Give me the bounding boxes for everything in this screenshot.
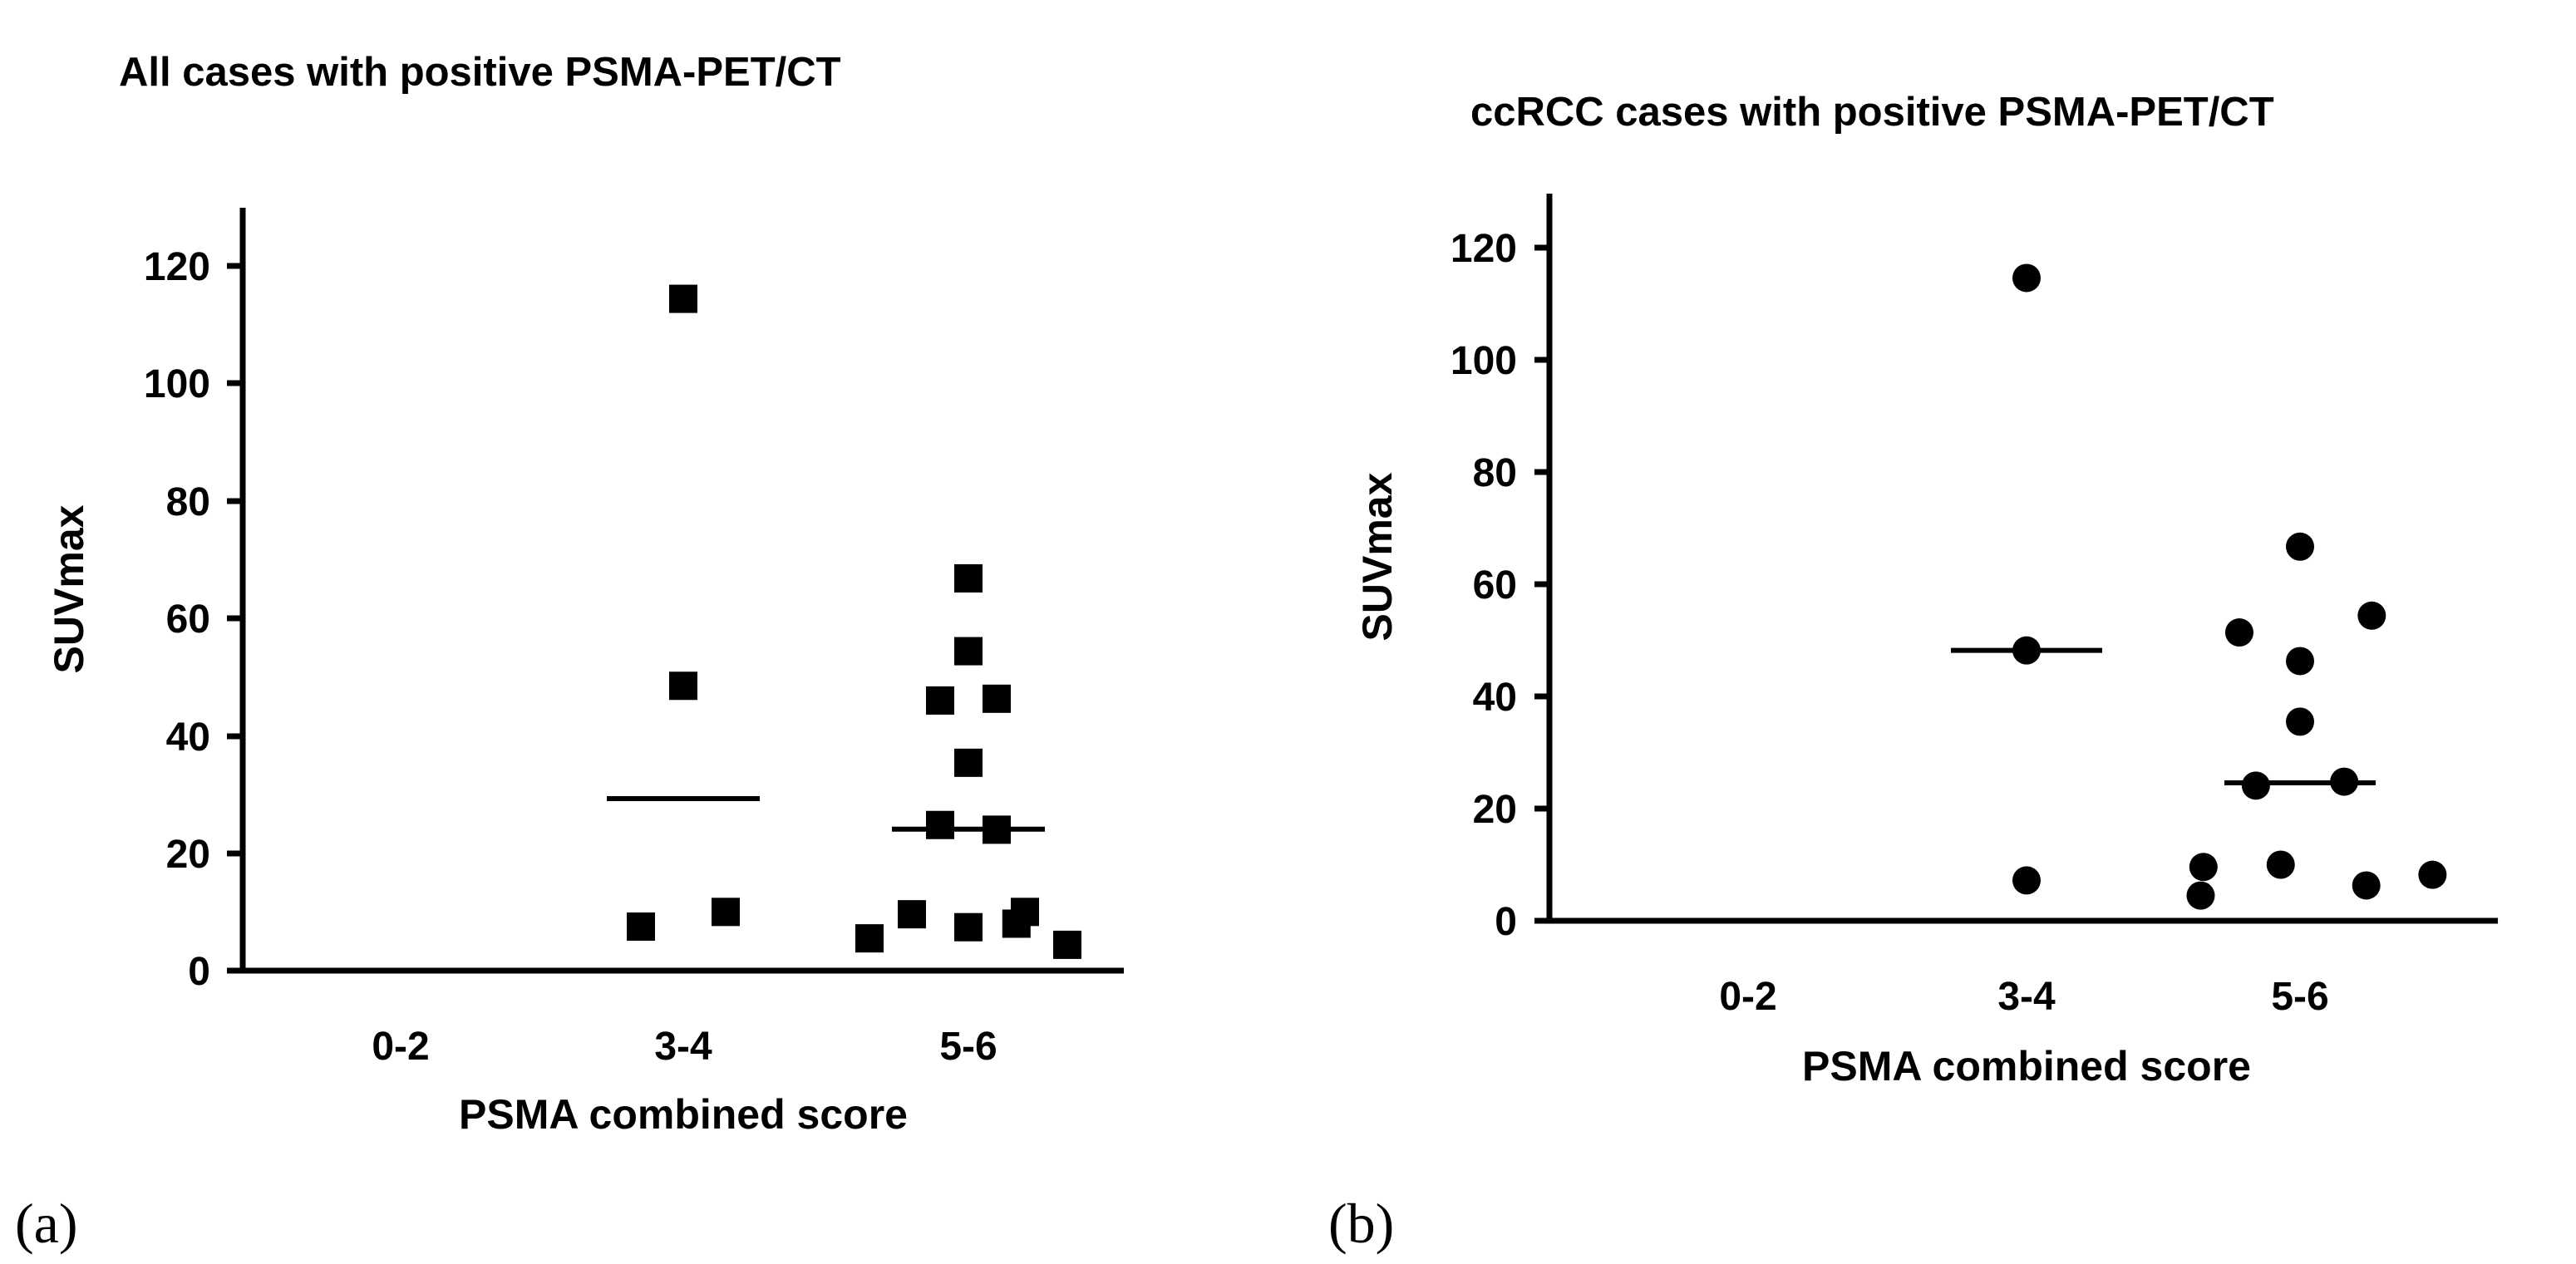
panel-b: ccRCC cases with positive PSMA-PET/CT 0 …	[1328, 90, 2498, 1255]
chart-a-data-point	[669, 284, 697, 313]
chart-a-ytick-label: 120	[144, 245, 210, 289]
chart-b-data-point	[2286, 647, 2314, 676]
chart-a-data-point	[983, 684, 1011, 713]
chart-a-data-point	[855, 924, 884, 953]
chart-a-data-point	[712, 898, 740, 927]
chart-a-marks	[607, 284, 1081, 959]
chart-b-ytick-label: 60	[1473, 563, 1517, 607]
chart-b-data-point	[2224, 618, 2253, 647]
panel-b-label: (b)	[1328, 1192, 1394, 1255]
chart-b-ytick-label: 80	[1473, 451, 1517, 495]
chart-a-data-point	[627, 912, 655, 941]
chart-b-data-point	[2012, 866, 2041, 895]
chart-a-y-ticks: 0 20 40 60 80 100 120	[144, 245, 243, 994]
chart-a-xtick-label: 3-4	[654, 1025, 712, 1069]
chart-b-xtick-label: 0-2	[1719, 975, 1776, 1019]
chart-b-xtick-label: 5-6	[2271, 975, 2328, 1019]
chart-a-ytick-label: 100	[144, 362, 210, 406]
chart-a-ytick-label: 60	[166, 598, 210, 642]
chart-a-data-point	[1002, 909, 1031, 938]
chart-b-title: ccRCC cases with positive PSMA-PET/CT	[1470, 90, 2274, 135]
chart-a-ytick-label: 20	[166, 833, 210, 877]
chart-a-data-point	[954, 748, 983, 777]
chart-a-ytick-label: 80	[166, 480, 210, 524]
chart-b-ytick-label: 100	[1451, 339, 1517, 383]
panel-a-label: (a)	[15, 1192, 77, 1255]
chart-a-data-point	[954, 912, 983, 942]
chart-a-y-axis-label: SUVmax	[46, 504, 92, 673]
chart-b-marks	[1951, 263, 2447, 910]
chart-b-data-point	[2012, 636, 2041, 665]
chart-b-x-ticks: 0-2 3-4 5-6	[1719, 975, 2328, 1019]
chart-b-ytick-label: 0	[1495, 900, 1517, 944]
chart-b-ytick-label: 40	[1473, 676, 1517, 720]
panel-a: All cases with positive PSMA-PET/CT 0 20…	[15, 50, 1124, 1255]
chart-a-data-point	[926, 810, 954, 839]
chart-b-data-point	[2189, 853, 2218, 882]
chart-b-data-point	[2330, 767, 2359, 796]
chart-b-data-point	[2286, 707, 2314, 736]
chart-b-x-axis-label: PSMA combined score	[1802, 1043, 2251, 1089]
chart-a-data-point	[1053, 930, 1081, 959]
chart-a-x-ticks: 0-2 3-4 5-6	[372, 1025, 997, 1069]
chart-b-data-point	[2186, 881, 2215, 910]
chart-b-data-point	[2418, 860, 2447, 889]
chart-a-data-point	[983, 815, 1011, 844]
chart-a-xtick-label: 5-6	[939, 1025, 997, 1069]
chart-a-title: All cases with positive PSMA-PET/CT	[119, 50, 841, 95]
chart-b-data-point	[2286, 532, 2314, 561]
chart-b-xtick-label: 3-4	[1997, 975, 2056, 1019]
chart-b-y-ticks: 0 20 40 60 80 100 120	[1451, 227, 1549, 944]
chart-b-data-point	[2352, 871, 2381, 900]
chart-b-ytick-label: 20	[1473, 788, 1517, 832]
chart-b-ytick-label: 120	[1451, 227, 1517, 271]
chart-a-data-point	[954, 563, 983, 593]
chart-a-ytick-label: 40	[166, 716, 210, 760]
chart-a-xtick-label: 0-2	[372, 1025, 429, 1069]
chart-a-x-axis-label: PSMA combined score	[459, 1091, 908, 1138]
chart-b-data-point	[2266, 850, 2295, 879]
chart-a-ytick-label: 0	[188, 950, 210, 994]
chart-a-data-point	[898, 900, 926, 929]
chart-b-data-point	[2357, 601, 2386, 630]
chart-a-data-point	[669, 671, 697, 701]
chart-b-data-point	[2241, 771, 2270, 800]
chart-b-data-point	[2012, 263, 2041, 293]
chart-a-data-point	[954, 637, 983, 666]
chart-b-y-axis-label: SUVmax	[1354, 472, 1401, 641]
chart-a-data-point	[926, 686, 954, 715]
